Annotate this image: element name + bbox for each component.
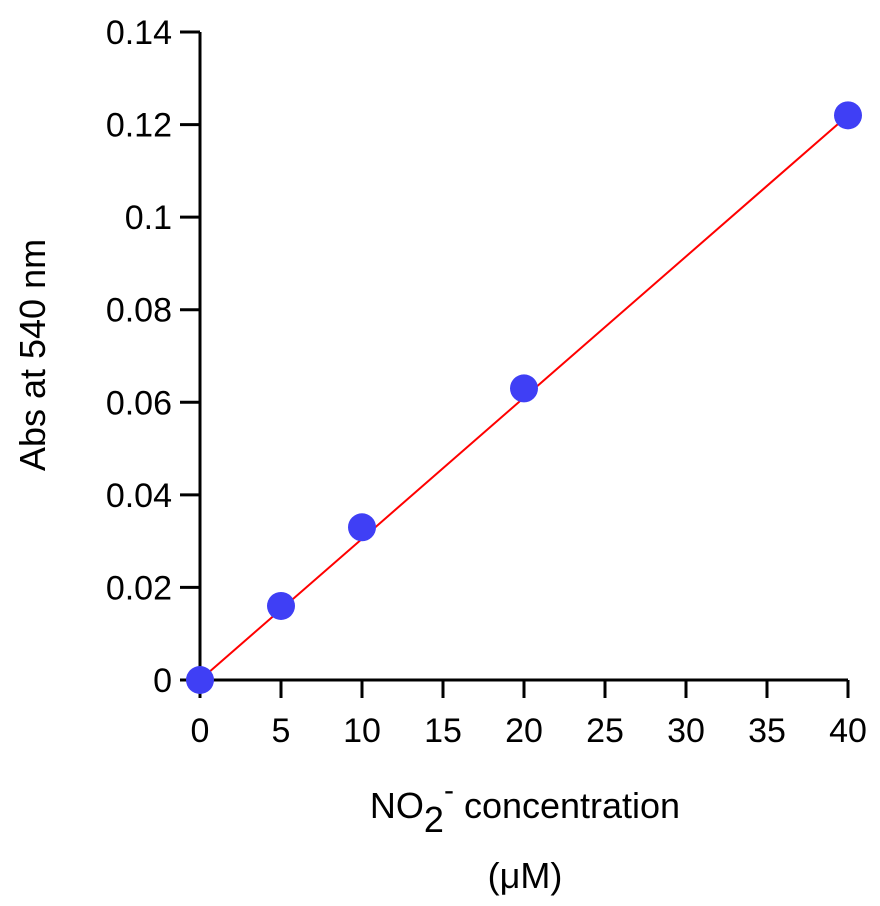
data-point — [834, 101, 862, 130]
ticks: 0 5 10 15 20 25 30 35 40 0 0.02 0.04 0.06 0.08 0.1 0.12… — [106, 14, 867, 750]
x-tick-label: 5 — [272, 712, 291, 750]
x-tick-label: 15 — [424, 712, 462, 750]
x-tick-label: 20 — [505, 712, 543, 750]
x-axis-title-superscript: - — [444, 774, 454, 807]
x-tick-label: 25 — [586, 712, 624, 750]
y-tick-label: 0.08 — [106, 292, 172, 330]
x-axis-title-main: NO — [370, 785, 424, 826]
x-tick-label: 40 — [829, 712, 867, 750]
data-point — [510, 374, 538, 403]
y-tick-label: 0.1 — [125, 199, 172, 237]
data-point — [267, 591, 295, 620]
data-point — [186, 666, 214, 694]
axes — [198, 32, 848, 682]
x-tick-label: 0 — [191, 712, 210, 750]
x-axis-title-subscript: 2 — [424, 799, 444, 840]
x-axis-title-rest: concentration — [454, 785, 680, 826]
y-tick-label: 0 — [153, 662, 172, 700]
x-tick-label: 35 — [748, 712, 786, 750]
y-tick-label: 0.06 — [106, 384, 172, 422]
x-tick-label: 10 — [343, 712, 381, 750]
data-points — [186, 101, 862, 694]
x-axis-unit: (μM) — [488, 855, 563, 896]
y-tick-label: 0.02 — [106, 569, 172, 607]
y-tick-label: 0.04 — [106, 477, 172, 515]
x-axis-title: NO2- concentration — [370, 774, 680, 840]
y-axis-title: Abs at 540 nm — [12, 239, 53, 471]
y-tick-label: 0.14 — [106, 14, 172, 52]
data-point — [348, 513, 376, 542]
y-tick-label: 0.12 — [106, 107, 172, 145]
x-tick-label: 30 — [667, 712, 705, 750]
